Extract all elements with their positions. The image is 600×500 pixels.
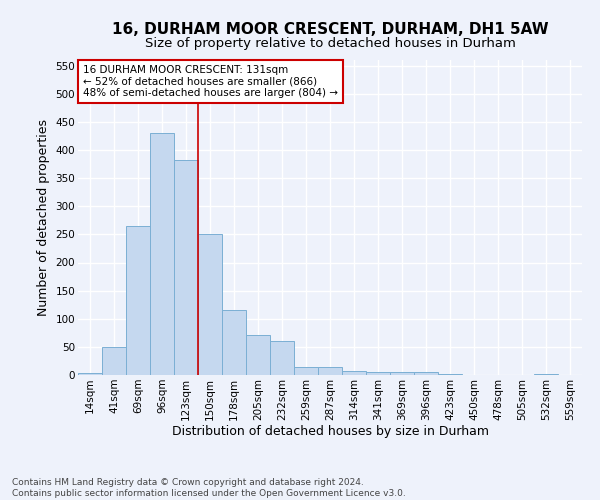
Bar: [390, 372, 414, 375]
Bar: [174, 160, 198, 375]
Bar: [318, 366, 342, 375]
Text: Contains HM Land Registry data © Crown copyright and database right 2024.
Contai: Contains HM Land Registry data © Crown c…: [12, 478, 406, 498]
Text: 16 DURHAM MOOR CRESCENT: 131sqm
← 52% of detached houses are smaller (866)
48% o: 16 DURHAM MOOR CRESCENT: 131sqm ← 52% of…: [83, 64, 338, 98]
Bar: [294, 367, 318, 375]
Bar: [102, 347, 126, 375]
Bar: [414, 372, 438, 375]
Bar: [438, 374, 462, 375]
Bar: [78, 374, 102, 375]
Bar: [246, 335, 270, 375]
Text: 16, DURHAM MOOR CRESCENT, DURHAM, DH1 5AW: 16, DURHAM MOOR CRESCENT, DURHAM, DH1 5A…: [112, 22, 548, 38]
Bar: [366, 372, 390, 375]
Bar: [342, 371, 366, 375]
Text: Size of property relative to detached houses in Durham: Size of property relative to detached ho…: [145, 38, 515, 51]
Bar: [222, 310, 246, 375]
Bar: [198, 234, 222, 375]
Bar: [534, 374, 558, 375]
Bar: [126, 226, 150, 375]
Y-axis label: Number of detached properties: Number of detached properties: [37, 119, 50, 316]
X-axis label: Distribution of detached houses by size in Durham: Distribution of detached houses by size …: [172, 426, 488, 438]
Bar: [150, 133, 174, 375]
Bar: [270, 341, 294, 375]
